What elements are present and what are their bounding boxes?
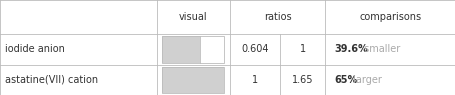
Text: ratios: ratios (264, 12, 291, 22)
Text: 65%: 65% (334, 75, 358, 85)
Text: larger: larger (350, 75, 382, 85)
Text: smaller: smaller (360, 44, 400, 54)
Bar (162, 66, 224, 93)
Text: iodide anion: iodide anion (5, 44, 65, 54)
Text: 1: 1 (252, 75, 258, 85)
Text: comparisons: comparisons (359, 12, 421, 22)
Text: 0.604: 0.604 (241, 44, 268, 54)
Text: 1.65: 1.65 (292, 75, 313, 85)
Text: visual: visual (179, 12, 207, 22)
Text: astatine(VII) cation: astatine(VII) cation (5, 75, 98, 85)
Bar (162, 66, 224, 93)
Text: 1: 1 (299, 44, 306, 54)
Bar (162, 36, 224, 63)
Bar (162, 36, 200, 63)
Text: 39.6%: 39.6% (334, 44, 368, 54)
